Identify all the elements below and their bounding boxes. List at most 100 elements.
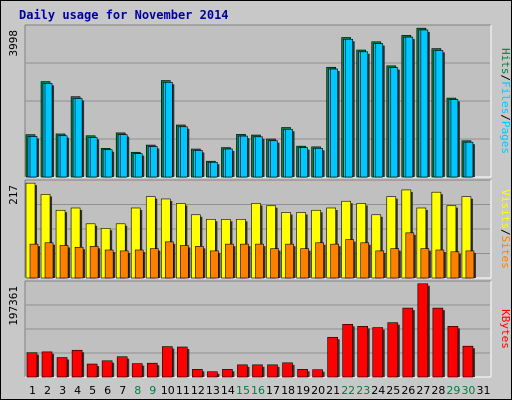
bar-pages-day-24 (375, 43, 384, 178)
bar-kbytes-day-28 (432, 307, 444, 378)
max-label-0: 3998 (7, 30, 20, 57)
bar-kbytes-day-17 (267, 364, 278, 378)
bar-kbytes-day-3 (56, 357, 68, 378)
bar-pages-day-23 (360, 51, 369, 178)
day-label-18: 18 (281, 384, 295, 397)
bar-sites-day-18 (285, 243, 294, 279)
bar-sites-day-23 (360, 242, 370, 279)
day-label-24: 24 (371, 384, 385, 397)
bar-kbytes-day-14 (222, 368, 233, 378)
day-label-8: 8 (134, 384, 141, 397)
day-label-31: 31 (476, 384, 490, 397)
bar-sites-day-2 (44, 242, 54, 279)
day-label-14: 14 (221, 384, 235, 397)
bar-sites-day-21 (330, 243, 339, 279)
bar-pages-day-19 (300, 147, 308, 178)
bar-pages-day-9 (149, 146, 158, 178)
bar-kbytes-day-13 (207, 371, 218, 378)
legend-pages-files-hits: Hits/Files/Pages (499, 48, 512, 154)
legend-item-pages: Pages (499, 121, 512, 154)
bar-sites-day-20 (315, 242, 324, 279)
bar-pages-day-28 (435, 50, 444, 178)
bar-kbytes-day-24 (372, 327, 384, 378)
day-label-4: 4 (74, 384, 81, 397)
bar-sites-day-14 (225, 243, 234, 279)
bar-pages-day-18 (285, 128, 293, 178)
day-label-19: 19 (296, 384, 310, 397)
day-label-20: 20 (311, 384, 325, 397)
bar-sites-day-15 (240, 243, 249, 279)
bar-kbytes-day-23 (357, 326, 369, 378)
bar-kbytes-day-18 (282, 362, 293, 378)
bar-sites-day-7 (119, 250, 129, 279)
bar-kbytes-day-16 (252, 364, 263, 378)
bar-sites-day-26 (405, 232, 415, 279)
legend-item-hits: Hits (499, 48, 512, 75)
day-label-13: 13 (206, 384, 220, 397)
bar-kbytes-day-11 (177, 346, 188, 378)
bar-kbytes-day-15 (237, 364, 248, 378)
bar-sites-day-10 (164, 241, 174, 279)
bar-pages-day-4 (74, 98, 83, 178)
max-label-2: 197361 (7, 286, 20, 326)
bar-kbytes-day-29 (447, 326, 459, 378)
bar-pages-day-17 (270, 140, 278, 178)
day-label-23: 23 (356, 384, 370, 397)
day-label-25: 25 (386, 384, 400, 397)
bar-sites-day-22 (345, 239, 354, 279)
bar-pages-day-16 (255, 136, 263, 178)
day-label-12: 12 (191, 384, 205, 397)
bar-sites-day-28 (435, 249, 445, 279)
bar-sites-day-12 (195, 246, 204, 279)
bar-pages-day-13 (210, 161, 218, 178)
bar-kbytes-day-27 (417, 283, 429, 378)
day-label-5: 5 (89, 384, 96, 397)
day-label-29: 29 (446, 384, 460, 397)
bar-sites-day-25 (390, 248, 400, 279)
bar-sites-day-9 (149, 248, 159, 279)
day-label-26: 26 (401, 384, 415, 397)
day-label-28: 28 (431, 384, 445, 397)
bar-pages-day-26 (405, 36, 414, 178)
legend-item-kbytes: KBytes (499, 309, 512, 349)
bar-pages-day-30 (465, 141, 474, 178)
bar-kbytes-day-10 (161, 346, 173, 378)
day-label-6: 6 (104, 384, 111, 397)
legend-separator: / (499, 114, 512, 121)
day-label-11: 11 (176, 384, 190, 397)
bar-sites-day-6 (104, 249, 114, 279)
bar-sites-day-24 (375, 250, 385, 279)
bar-kbytes-day-7 (116, 356, 128, 378)
legend-item-files: Files (499, 81, 512, 114)
day-label-10: 10 (161, 384, 175, 397)
bar-pages-day-25 (390, 67, 399, 178)
bar-pages-day-6 (104, 149, 113, 178)
bar-kbytes-day-12 (192, 368, 203, 378)
bar-pages-day-15 (240, 135, 248, 178)
day-label-2: 2 (44, 384, 51, 397)
bar-kbytes-day-2 (41, 351, 53, 378)
bar-sites-day-8 (134, 249, 144, 279)
bar-kbytes-day-8 (131, 363, 143, 378)
day-label-15: 15 (236, 384, 250, 397)
day-label-22: 22 (341, 384, 355, 397)
bar-pages-day-1 (29, 136, 38, 178)
day-label-9: 9 (149, 384, 156, 397)
bar-sites-day-3 (59, 245, 69, 279)
bar-kbytes-day-9 (146, 362, 158, 378)
bar-sites-day-11 (180, 245, 189, 279)
day-label-27: 27 (416, 384, 430, 397)
bar-kbytes-day-1 (26, 352, 38, 378)
bar-sites-day-1 (29, 243, 39, 279)
bar-pages-day-12 (195, 150, 203, 178)
legend-sites-visits: Visits/Sites (499, 189, 512, 269)
bar-pages-day-10 (164, 82, 173, 178)
bar-pages-day-2 (44, 83, 53, 178)
day-label-7: 7 (119, 384, 126, 397)
bar-pages-day-29 (450, 99, 459, 178)
legend-item-sites: Sites (499, 236, 512, 269)
bar-sites-day-19 (300, 248, 309, 279)
bar-pages-day-20 (315, 148, 323, 178)
bar-pages-day-7 (119, 134, 128, 178)
